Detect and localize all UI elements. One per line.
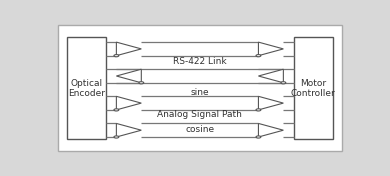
Circle shape: [256, 136, 261, 138]
Polygon shape: [116, 123, 141, 137]
Text: sine: sine: [191, 89, 209, 98]
Circle shape: [256, 55, 261, 57]
Text: Motor
Controller: Motor Controller: [291, 78, 335, 98]
Text: RS-422 Link: RS-422 Link: [173, 57, 227, 66]
Circle shape: [114, 55, 119, 57]
Bar: [67, 37, 106, 139]
Polygon shape: [259, 69, 284, 83]
Polygon shape: [116, 96, 141, 110]
Circle shape: [281, 82, 286, 84]
Text: Analog Signal Path: Analog Signal Path: [158, 110, 242, 119]
Polygon shape: [116, 69, 141, 83]
Polygon shape: [259, 123, 284, 137]
Circle shape: [256, 109, 261, 111]
Text: Optical
Encoder: Optical Encoder: [68, 78, 105, 98]
Circle shape: [114, 109, 119, 111]
Polygon shape: [259, 96, 284, 110]
Circle shape: [114, 136, 119, 138]
Bar: [294, 37, 333, 139]
Polygon shape: [259, 42, 284, 56]
Text: cosine: cosine: [185, 125, 215, 134]
Circle shape: [139, 82, 144, 84]
Polygon shape: [116, 42, 141, 56]
